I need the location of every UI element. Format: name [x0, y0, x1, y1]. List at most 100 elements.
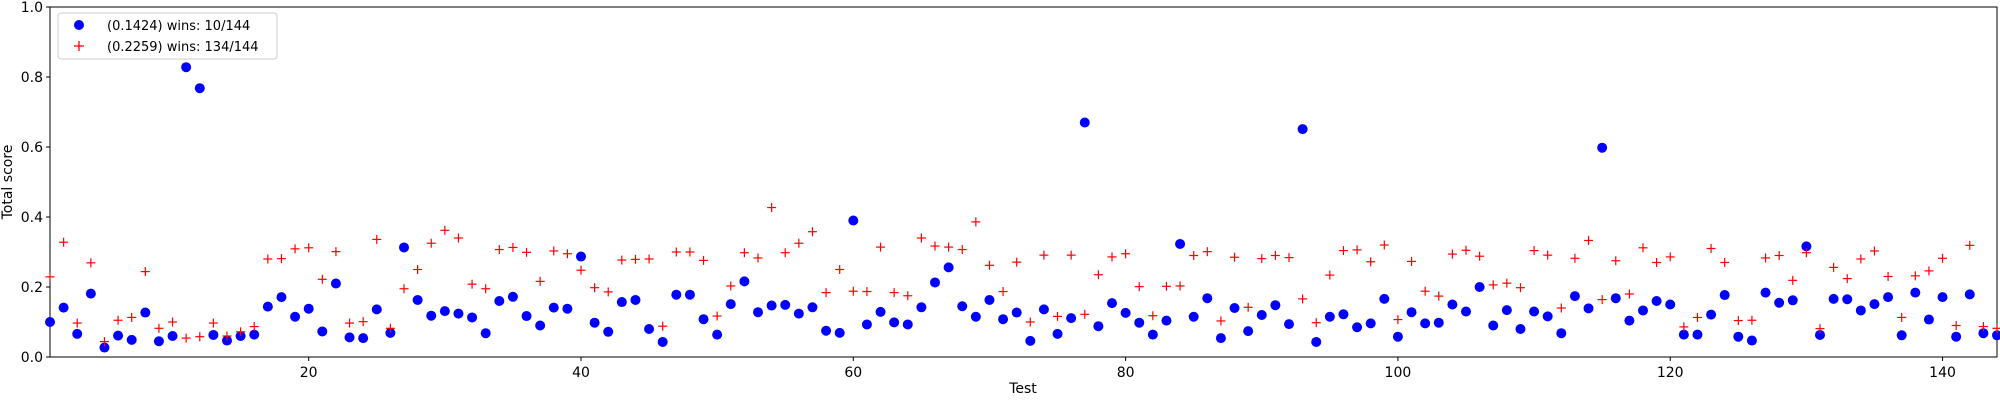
data-point-series-1 — [984, 294, 995, 305]
data-point-series-2 — [1978, 322, 1988, 332]
data-point-series-2 — [1488, 280, 1498, 290]
data-point-series-1 — [671, 289, 682, 300]
data-point-series-2 — [1910, 271, 1920, 281]
data-point-series-2 — [658, 321, 668, 331]
data-point-series-1 — [1284, 319, 1294, 330]
data-point-series-1 — [998, 314, 1009, 325]
data-point-series-1 — [1447, 299, 1458, 310]
data-point-series-2 — [767, 203, 777, 213]
data-point-series-2 — [807, 227, 817, 237]
data-point-series-2 — [1652, 258, 1662, 267]
data-point-series-1 — [262, 301, 273, 312]
data-point-series-2 — [1829, 262, 1839, 272]
data-point-series-1 — [1052, 328, 1063, 339]
data-point-series-2 — [195, 332, 205, 342]
data-point-series-2 — [86, 258, 96, 268]
data-point-series-2 — [1951, 321, 1961, 330]
data-point-series-1 — [1855, 305, 1866, 316]
data-point-series-1 — [453, 308, 464, 319]
data-point-series-1 — [535, 320, 546, 331]
data-point-series-2 — [1638, 243, 1648, 253]
data-point-series-2 — [1761, 253, 1771, 263]
data-point-series-2 — [1897, 312, 1907, 322]
data-point-series-2 — [1624, 289, 1634, 299]
data-point-series-2 — [562, 249, 572, 259]
data-point-series-2 — [317, 274, 327, 284]
data-point-series-1 — [1774, 297, 1785, 308]
data-point-series-1 — [1406, 307, 1417, 318]
data-point-series-2 — [508, 242, 518, 252]
data-point-series-2 — [1788, 275, 1798, 285]
data-point-series-1 — [371, 304, 382, 315]
data-point-series-2 — [1284, 253, 1294, 263]
data-point-series-2 — [1393, 315, 1403, 325]
data-point-series-2 — [1434, 291, 1444, 301]
data-point-series-1 — [521, 311, 532, 322]
data-point-series-2 — [236, 327, 246, 337]
data-point-series-2 — [304, 243, 314, 253]
data-point-series-2 — [222, 331, 232, 341]
data-point-series-1 — [1828, 293, 1839, 304]
plot-area — [49, 6, 1998, 358]
data-point-series-1 — [1474, 282, 1485, 292]
data-point-series-2 — [1461, 245, 1471, 255]
data-point-series-1 — [1692, 329, 1703, 340]
data-point-series-1 — [916, 302, 927, 313]
data-point-series-2 — [535, 276, 545, 286]
data-point-series-2 — [1257, 254, 1267, 264]
y-tick-label: 0.0 — [21, 350, 43, 366]
data-point-series-2 — [345, 318, 355, 328]
data-point-series-1 — [1515, 324, 1526, 334]
data-point-series-2 — [1720, 258, 1730, 267]
data-point-series-2 — [1679, 322, 1689, 332]
data-point-series-2 — [753, 253, 763, 263]
data-point-series-2 — [1856, 254, 1866, 264]
data-point-series-1 — [290, 311, 301, 322]
data-point-series-1 — [1215, 333, 1226, 344]
data-point-series-1 — [1529, 306, 1540, 317]
x-tick-label: 120 — [1657, 365, 1684, 381]
data-point-series-1 — [1923, 314, 1934, 325]
data-point-series-1 — [1992, 330, 2000, 341]
data-point-series-2 — [1325, 270, 1335, 280]
data-point-series-1 — [780, 299, 791, 310]
data-point-series-1 — [72, 328, 83, 339]
data-point-series-2 — [263, 254, 273, 264]
data-point-series-2 — [1924, 266, 1934, 276]
data-point-series-1 — [889, 317, 900, 328]
data-point-series-1 — [1624, 315, 1635, 326]
data-point-series-1 — [85, 288, 96, 299]
data-point-series-1 — [194, 83, 205, 94]
data-point-series-2 — [481, 284, 491, 294]
data-point-series-2 — [59, 237, 69, 247]
data-point-series-2 — [889, 288, 899, 298]
data-point-series-2 — [1965, 240, 1975, 250]
data-point-series-2 — [1529, 246, 1539, 256]
data-point-series-1 — [1202, 293, 1213, 304]
data-point-series-1 — [834, 327, 845, 338]
data-point-series-1 — [1951, 331, 1962, 342]
data-point-series-1 — [113, 330, 124, 341]
data-point-series-1 — [684, 289, 695, 300]
data-point-series-2 — [1842, 274, 1852, 284]
data-point-series-2 — [1175, 281, 1185, 291]
data-point-series-1 — [698, 314, 709, 325]
data-point-series-2 — [154, 323, 164, 333]
data-point-series-1 — [1937, 292, 1948, 303]
x-axis-title: Test — [1008, 381, 1037, 397]
data-point-series-1 — [1597, 142, 1608, 153]
data-point-series-1 — [1120, 307, 1131, 318]
data-point-series-2 — [1543, 250, 1553, 260]
data-point-series-2 — [1733, 316, 1743, 326]
data-point-series-2 — [45, 272, 55, 282]
data-point-series-1 — [766, 300, 777, 311]
data-point-series-1 — [1188, 311, 1199, 322]
data-point-series-1 — [943, 262, 954, 273]
data-point-series-1 — [1229, 303, 1240, 313]
data-point-series-1 — [712, 329, 723, 340]
x-axis-ticks: 20 40 60 80 100 120 140 — [300, 357, 1956, 381]
x-tick-label: 140 — [1929, 365, 1956, 381]
data-point-series-2 — [1366, 257, 1376, 267]
data-point-series-1 — [1964, 289, 1975, 300]
data-point-series-2 — [1025, 317, 1035, 327]
